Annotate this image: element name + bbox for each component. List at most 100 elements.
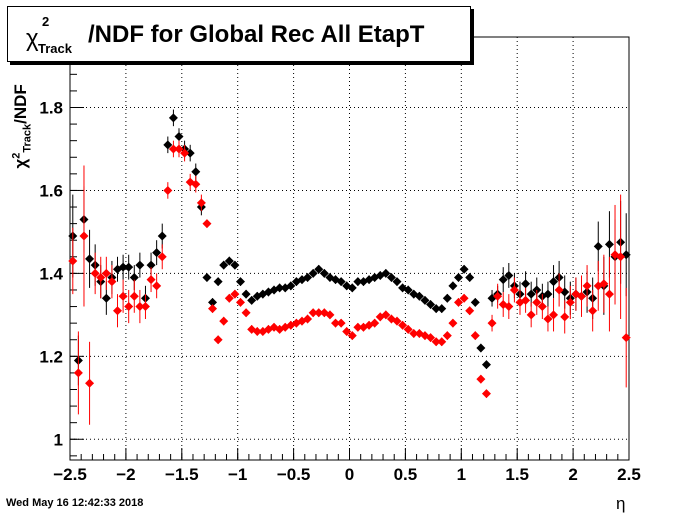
point-marker — [470, 331, 480, 341]
point-marker — [459, 264, 469, 274]
data-point — [308, 308, 318, 318]
data-point — [319, 268, 329, 278]
data-point — [549, 265, 559, 299]
point-marker — [403, 324, 413, 334]
point-marker — [353, 322, 363, 332]
data-point — [219, 316, 229, 326]
data-point — [235, 277, 245, 287]
point-marker — [621, 333, 631, 343]
point-marker — [140, 302, 150, 312]
point-marker — [247, 295, 257, 305]
data-point — [398, 320, 408, 330]
data-point — [196, 194, 206, 212]
title-subscript: Track — [38, 41, 72, 56]
data-point — [230, 260, 240, 270]
point-marker — [347, 331, 357, 341]
data-point — [336, 277, 346, 287]
point-marker — [152, 248, 162, 258]
point-marker — [560, 312, 570, 322]
point-marker — [208, 304, 218, 314]
data-point — [604, 256, 614, 332]
chart-title: /NDF for Global Rec All EtapT — [88, 21, 425, 48]
point-marker — [152, 281, 162, 291]
point-marker — [593, 241, 603, 251]
point-marker — [308, 268, 318, 278]
x-tick-label: 0.5 — [394, 465, 418, 484]
point-marker — [509, 285, 519, 295]
data-point — [202, 273, 212, 283]
data-point — [303, 314, 313, 324]
point-marker — [532, 297, 542, 307]
point-marker — [386, 273, 396, 283]
data-point — [582, 265, 592, 307]
data-point — [342, 326, 352, 336]
data-point — [152, 273, 162, 299]
point-marker — [174, 132, 184, 142]
data-point — [381, 310, 391, 320]
point-marker — [582, 281, 592, 291]
point-marker — [403, 285, 413, 295]
data-point — [498, 267, 508, 293]
x-tick-label: −1.5 — [165, 465, 199, 484]
data-point — [252, 326, 262, 336]
point-marker — [353, 277, 363, 287]
data-point — [437, 304, 447, 314]
data-point — [314, 308, 324, 318]
data-point — [168, 109, 178, 127]
data-point — [470, 331, 480, 341]
data-point — [213, 277, 223, 287]
point-marker — [437, 304, 447, 314]
point-marker — [554, 285, 564, 295]
grid-lines — [69, 37, 630, 460]
data-point — [448, 281, 458, 291]
point-marker — [493, 291, 503, 301]
data-point — [135, 252, 145, 278]
point-marker — [616, 252, 626, 262]
data-point — [448, 318, 458, 328]
data-point — [526, 302, 536, 328]
ylabel-rest: /NDF — [11, 84, 31, 124]
point-marker — [68, 256, 78, 266]
data-point — [554, 273, 564, 307]
data-point — [113, 294, 123, 328]
data-point — [543, 306, 553, 332]
point-marker — [448, 318, 458, 328]
y-tick-label: 1.2 — [39, 347, 63, 366]
data-point — [576, 275, 586, 317]
data-point — [521, 287, 531, 313]
chart-title-box: χ 2 Track /NDF for Global Rec All EtapT — [7, 6, 471, 62]
data-point — [152, 240, 162, 266]
data-point — [420, 295, 430, 305]
point-marker — [543, 314, 553, 324]
point-marker — [163, 140, 173, 150]
point-marker — [129, 273, 139, 283]
data-point — [454, 273, 464, 283]
data-point — [565, 285, 575, 319]
data-point — [140, 294, 150, 319]
data-point — [336, 318, 346, 328]
data-point — [459, 264, 469, 274]
point-marker — [252, 326, 262, 336]
data-point — [593, 260, 603, 311]
data-point — [163, 136, 173, 154]
point-marker — [163, 185, 173, 195]
point-marker — [549, 310, 559, 320]
data-point — [168, 140, 178, 158]
data-point — [163, 182, 173, 199]
point-marker — [286, 281, 296, 291]
point-marker — [168, 144, 178, 154]
point-marker — [342, 326, 352, 336]
point-marker — [124, 262, 134, 272]
axis-tick-labels: −2.5 −2 −1.5 −1 −0.5 0 0.5 1 1.5 2 2.5 1 1.2 1.4 1.6 1.… — [39, 99, 640, 485]
data-point — [616, 194, 626, 319]
point-marker — [504, 302, 514, 312]
data-point — [85, 229, 95, 288]
data-point — [247, 295, 257, 305]
data-point — [118, 254, 128, 280]
data-point — [537, 294, 547, 319]
point-marker — [90, 268, 100, 278]
point-marker — [414, 291, 424, 301]
point-marker — [235, 277, 245, 287]
point-marker — [454, 297, 464, 307]
data-point — [437, 337, 447, 347]
